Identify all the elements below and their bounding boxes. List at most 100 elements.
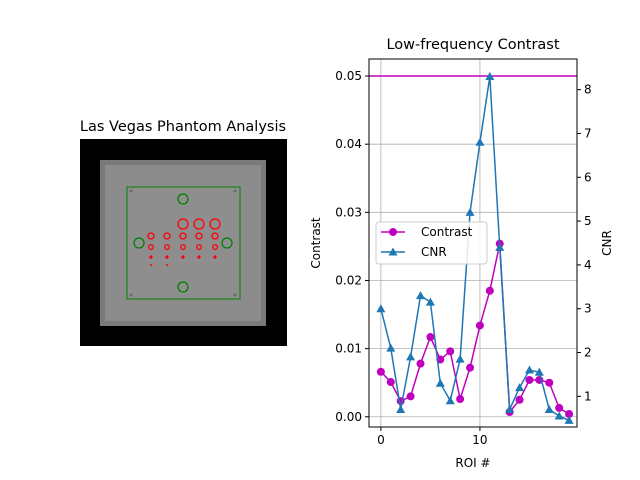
contrast-point	[416, 359, 425, 368]
contrast-roi	[179, 243, 187, 251]
contrast-roi	[147, 232, 155, 240]
y-axis-label: Contrast	[309, 217, 323, 269]
background-roi	[221, 237, 233, 249]
contrast-roi	[211, 243, 219, 251]
contrast-roi	[209, 218, 221, 230]
cnr-point	[524, 365, 534, 374]
y-axis-ticks: 0.00 0.01 0.02 0.03 0.04 0.05	[335, 69, 369, 424]
contrast-point	[545, 378, 554, 387]
legend-contrast-label: Contrast	[421, 225, 473, 239]
contrast-roi	[147, 243, 155, 251]
phantom-roi-box	[126, 186, 241, 300]
y-tick-label: 0.05	[335, 69, 362, 83]
contrast-point	[446, 347, 455, 356]
y2-tick-label: 1	[584, 389, 592, 403]
contrast-roi	[195, 243, 203, 251]
y-tick-label: 0.03	[335, 205, 362, 219]
contrast-roi	[181, 255, 185, 259]
y-tick-label: 0.00	[335, 410, 362, 424]
contrast-roi	[193, 218, 205, 230]
contrast-roi	[163, 243, 171, 251]
contrast-roi	[165, 255, 169, 259]
cnr-point	[406, 352, 416, 361]
y2-tick-label: 3	[584, 302, 592, 316]
contrast-point	[475, 321, 484, 330]
cnr-point	[435, 378, 445, 387]
background-roi	[133, 237, 145, 249]
legend-cnr-label: CNR	[421, 245, 447, 259]
data-series	[376, 72, 574, 424]
y2-axis-label: CNR	[600, 230, 614, 256]
corner-marker	[129, 293, 133, 297]
contrast-point	[555, 403, 564, 412]
contrast-point	[466, 363, 475, 372]
cnr-point	[505, 404, 515, 413]
cnr-point	[416, 291, 426, 300]
cnr-point	[425, 297, 435, 306]
cnr-point	[386, 343, 396, 352]
x-tick-label: 10	[472, 433, 487, 447]
y2-axis-ticks: 1 2 3 4 5 6 7 8	[577, 83, 592, 403]
cnr-point	[475, 137, 485, 146]
contrast-point	[565, 410, 574, 419]
cnr-point	[515, 383, 525, 392]
y-tick-label: 0.02	[335, 273, 362, 287]
contrast-point	[426, 333, 435, 342]
legend-contrast-marker	[389, 228, 397, 236]
contrast-roi	[195, 232, 203, 240]
x-tick-label: 0	[377, 433, 385, 447]
chart-panel: Low-frequency Contrast 0 10 0.000.010.020…	[309, 37, 614, 470]
phantom-panel: Las Vegas Phantom Analysis	[80, 119, 287, 346]
contrast-roi	[166, 264, 168, 266]
cnr-point	[564, 415, 574, 424]
legend-cnr-marker	[388, 247, 398, 256]
cnr-point	[554, 411, 564, 420]
contrast-rois	[147, 218, 221, 266]
x-axis-ticks: 0 10	[377, 427, 488, 447]
contrast-point	[515, 395, 524, 404]
cnr-point	[485, 72, 495, 81]
y2-tick-label: 6	[584, 170, 592, 184]
contrast-point	[406, 392, 415, 401]
contrast-roi	[197, 255, 201, 259]
y2-tick-label: 2	[584, 346, 592, 360]
contrast-roi	[163, 232, 171, 240]
plot-frame	[368, 58, 578, 428]
cnr-point	[455, 354, 465, 363]
cnr-point	[376, 304, 386, 313]
x-axis-label: ROI #	[455, 456, 490, 470]
y-tick-label: 0.04	[335, 137, 362, 151]
y-tick-label: 0.01	[335, 342, 362, 356]
contrast-point	[376, 367, 385, 376]
contrast-point	[525, 375, 534, 384]
background-roi	[177, 281, 189, 293]
y2-tick-label: 7	[584, 126, 592, 140]
corner-marker	[233, 189, 237, 193]
cnr-point	[396, 404, 406, 413]
y2-tick-label: 4	[584, 258, 592, 272]
cnr-point	[495, 242, 505, 251]
phantom-title: Las Vegas Phantom Analysis	[80, 119, 286, 135]
contrast-point	[485, 286, 494, 295]
contrast-roi	[149, 255, 153, 259]
contrast-point	[456, 395, 465, 404]
contrast-roi	[150, 264, 152, 266]
corner-marker	[233, 293, 237, 297]
contrast-point	[386, 378, 395, 387]
legend: Contrast CNR	[375, 221, 488, 265]
cnr-point	[465, 207, 475, 216]
cnr-point	[544, 404, 554, 413]
cnr-point	[534, 367, 544, 376]
y2-tick-label: 8	[584, 83, 592, 97]
background-rois	[133, 193, 233, 293]
contrast-roi	[177, 218, 189, 230]
background-roi	[177, 193, 189, 205]
contrast-roi	[211, 232, 219, 240]
cnr-point	[445, 396, 455, 405]
y2-tick-label: 5	[584, 214, 592, 228]
contrast-roi	[179, 232, 187, 240]
corner-marker	[129, 189, 133, 193]
contrast-roi	[213, 255, 217, 259]
chart-title: Low-frequency Contrast	[386, 37, 559, 53]
